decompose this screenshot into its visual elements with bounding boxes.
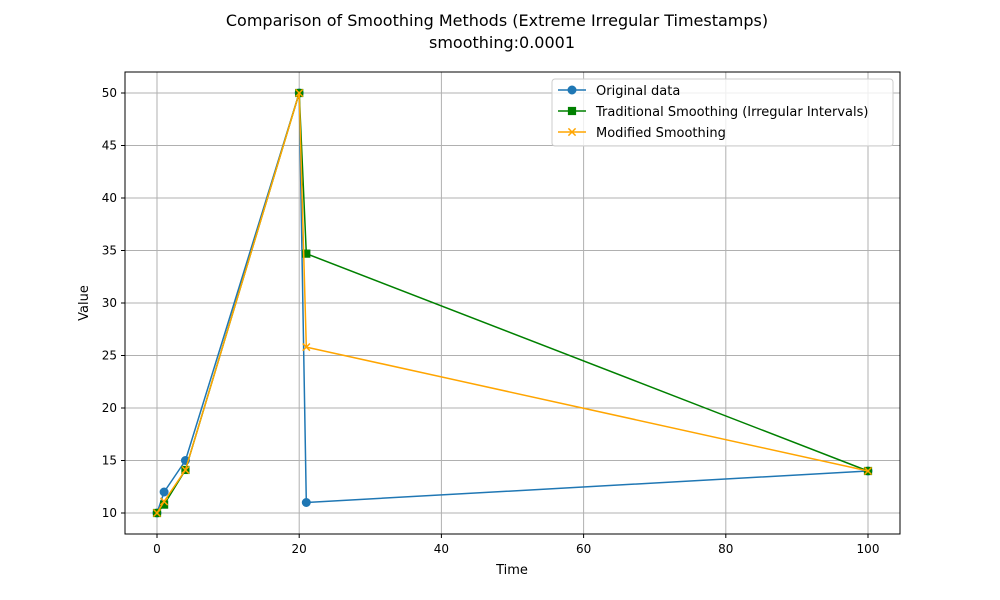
series-3 — [152, 88, 873, 518]
plot-area: 0 20 40 60 80 100 10 15 20 25 30 35 40 45 50 — [102, 71, 901, 556]
y-tick-label: 50 — [102, 86, 117, 100]
data-point — [159, 487, 169, 497]
data-point — [302, 342, 311, 352]
y-tick-label: 25 — [102, 349, 117, 363]
y-tick-label: 45 — [102, 139, 117, 153]
legend-label: Original data — [596, 84, 680, 99]
x-tick-label: 80 — [718, 542, 733, 556]
legend-label: Traditional Smoothing (Irregular Interva… — [595, 105, 868, 120]
y-tick-label: 30 — [102, 296, 117, 310]
x-tick-label: 20 — [292, 542, 307, 556]
data-point — [295, 88, 304, 98]
data-point — [302, 249, 311, 258]
y-tick-label: 40 — [102, 191, 117, 205]
y-tick-label: 35 — [102, 244, 117, 258]
y-axis-label: Value — [77, 285, 92, 321]
legend-label: Modified Smoothing — [596, 126, 726, 141]
legend: Original data Traditional Smoothing (Irre… — [551, 78, 894, 147]
x-axis-label: Time — [495, 563, 528, 578]
data-point — [159, 497, 169, 506]
chart-title: Comparison of Smoothing Methods (Extreme… — [226, 11, 768, 30]
legend-box — [551, 78, 894, 147]
data-point — [181, 465, 190, 475]
series-layer — [152, 88, 873, 518]
y-tick-label: 10 — [102, 506, 117, 520]
legend-marker — [567, 106, 577, 116]
legend-entry: Modified Smoothing — [558, 126, 726, 141]
x-tick-label: 100 — [857, 542, 880, 556]
y-tick-label: 20 — [102, 401, 117, 415]
grid — [125, 72, 900, 534]
legend-marker — [567, 127, 577, 137]
x-tick-label: 60 — [576, 542, 591, 556]
axis-ticks: 0 20 40 60 80 100 10 15 20 25 30 35 40 45 50 — [102, 86, 880, 556]
y-tick-label: 15 — [102, 454, 117, 468]
data-point — [152, 508, 162, 518]
legend-marker — [567, 85, 577, 95]
x-tick-label: 40 — [434, 542, 449, 556]
x-tick-label: 0 — [153, 542, 161, 556]
data-point — [863, 466, 873, 476]
legend-entry: Traditional Smoothing (Irregular Interva… — [558, 105, 868, 120]
legend-entry: Original data — [558, 84, 680, 99]
data-point — [301, 498, 311, 507]
chart-subtitle: smoothing:0.0001 — [429, 33, 575, 52]
legend-entries: Original data Traditional Smoothing (Irre… — [558, 84, 868, 141]
